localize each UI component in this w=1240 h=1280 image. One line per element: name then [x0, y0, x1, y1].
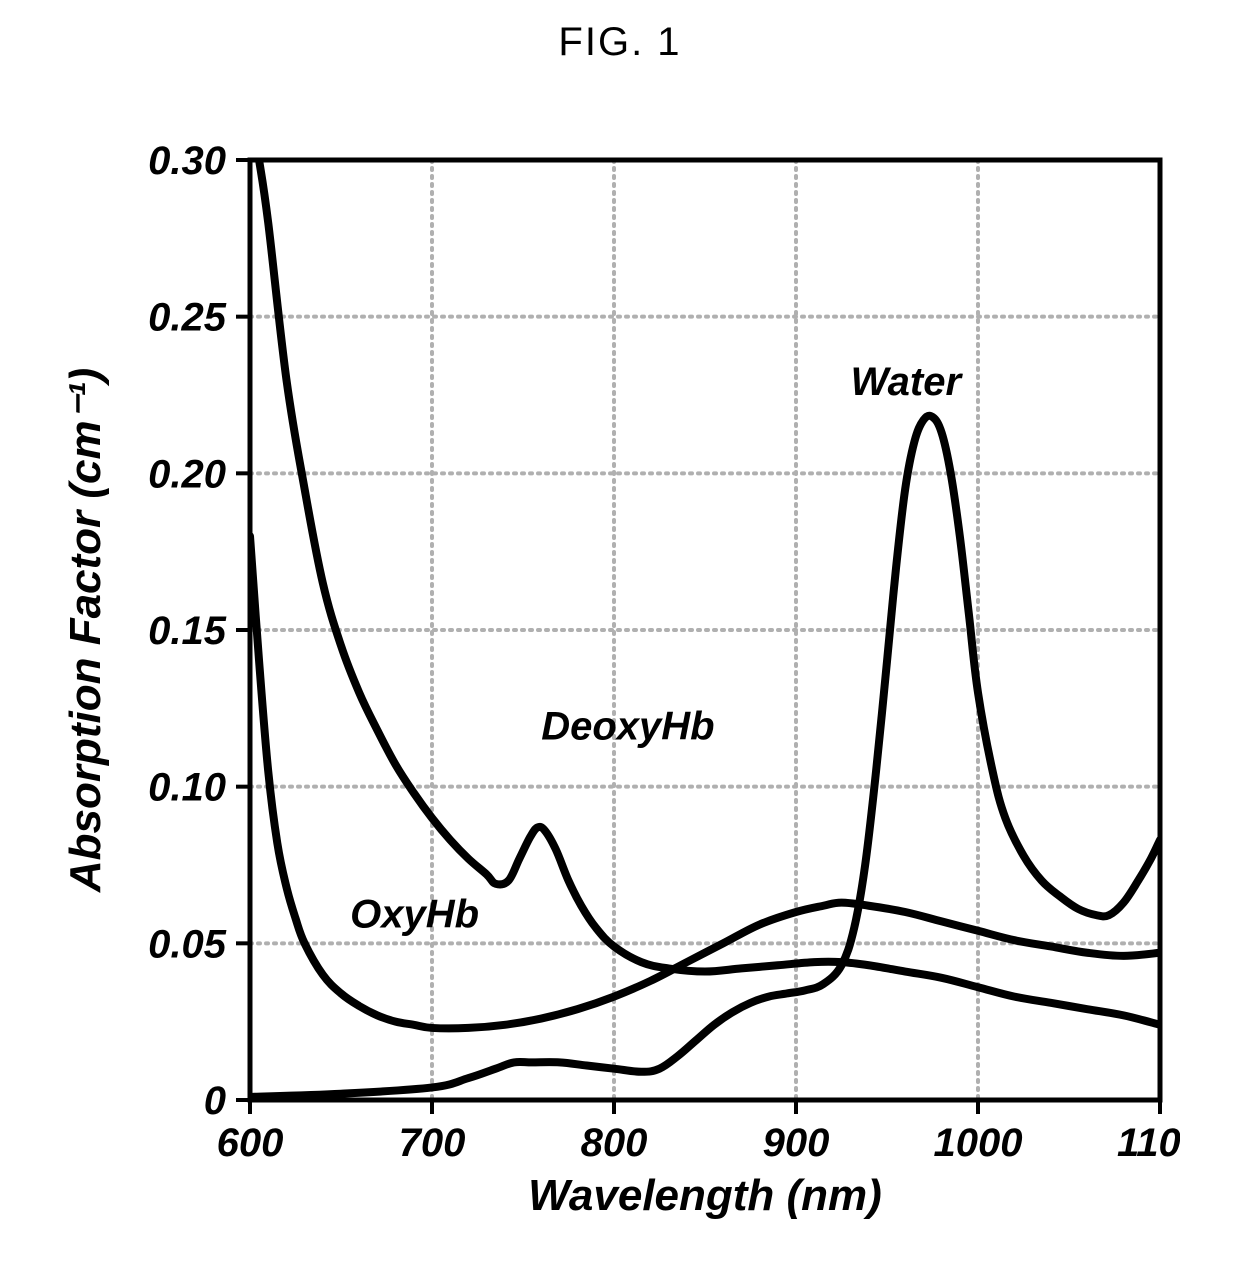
- svg-text:900: 900: [763, 1121, 830, 1165]
- svg-text:700: 700: [399, 1121, 466, 1165]
- figure-title: FIG. 1: [0, 20, 1240, 65]
- svg-text:600: 600: [217, 1121, 284, 1165]
- svg-text:0: 0: [204, 1079, 226, 1123]
- absorption-chart: 600 700 800 900 1000 1100 0 0.05 0.10 0.15 0.20 0.2…: [60, 130, 1180, 1250]
- series-label-water: Water: [851, 360, 964, 404]
- svg-text:1000: 1000: [934, 1121, 1023, 1165]
- series-label-deoxyhb: DeoxyHb: [541, 705, 714, 749]
- svg-text:800: 800: [581, 1121, 648, 1165]
- svg-text:1100: 1100: [1117, 1121, 1180, 1165]
- svg-text:0.20: 0.20: [148, 452, 226, 496]
- svg-text:0.05: 0.05: [148, 922, 227, 966]
- svg-text:0.15: 0.15: [148, 609, 227, 653]
- y-axis-label: Absorption Factor (cm⁻¹): [61, 368, 110, 893]
- series-label-oxyhb: OxyHb: [350, 893, 479, 937]
- svg-text:0.10: 0.10: [148, 766, 226, 810]
- svg-text:0.25: 0.25: [148, 296, 227, 340]
- x-axis-label: Wavelength (nm): [528, 1171, 882, 1220]
- svg-text:0.30: 0.30: [148, 139, 226, 183]
